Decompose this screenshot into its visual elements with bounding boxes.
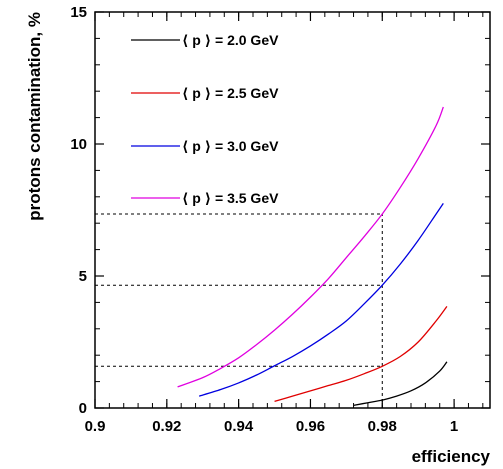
plot-frame: [94, 11, 491, 409]
legend-label-0: ⟨ p ⟩ = 2.0 GeV: [182, 32, 279, 48]
y-tick-label: 15: [70, 4, 87, 21]
axis-ticks: [94, 11, 490, 409]
y-tick-label: 10: [70, 136, 87, 153]
series-line-1: [274, 305, 448, 403]
x-tick-label: 1: [450, 418, 458, 435]
series-line-2: [198, 203, 444, 397]
legend-label-3: ⟨ p ⟩ = 3.5 GeV: [182, 190, 279, 206]
legend-label-1: ⟨ p ⟩ = 2.5 GeV: [182, 85, 279, 101]
y-tick-label: 5: [79, 268, 87, 285]
series-line-0: [353, 361, 448, 406]
reference-lines: [95, 213, 383, 408]
series-lines: [177, 106, 448, 406]
x-tick-label: 0.9: [85, 418, 106, 435]
x-axis-title: efficiency: [412, 447, 491, 466]
x-tick-label: 0.96: [296, 418, 325, 435]
x-tick-label: 0.94: [224, 418, 254, 435]
x-tick-label: 0.92: [152, 418, 181, 435]
legend: ⟨ p ⟩ = 2.0 GeV ⟨ p ⟩ = 2.5 GeV ⟨ p ⟩ = 3.…: [131, 32, 279, 206]
x-tick-label: 0.98: [368, 418, 397, 435]
legend-label-2: ⟨ p ⟩ = 3.0 GeV: [182, 138, 279, 154]
series-line-3: [177, 106, 444, 388]
y-tick-label: 0: [79, 400, 87, 417]
plot-area: [94, 11, 491, 409]
y-axis-title: protons contamination, %: [25, 12, 44, 221]
